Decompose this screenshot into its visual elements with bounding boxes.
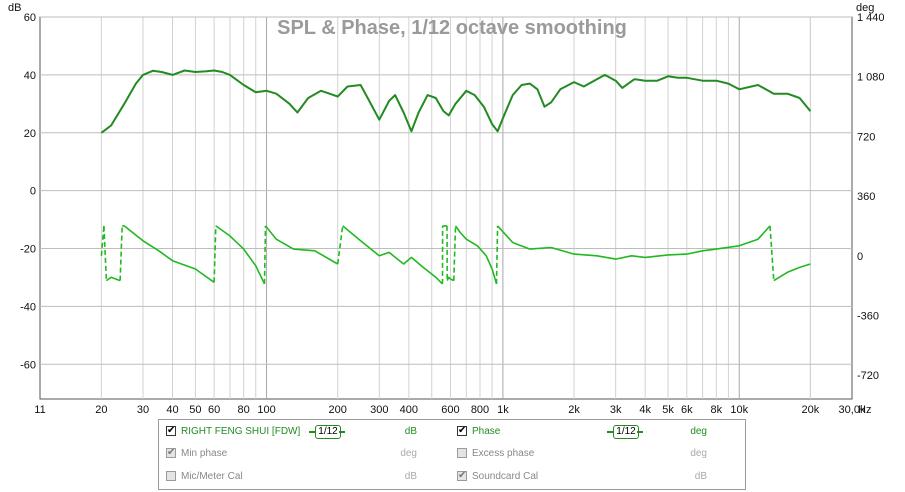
- right-axis-unit: deg: [856, 2, 874, 14]
- x-tick-label: 5k: [662, 404, 674, 416]
- y-left-tick-label: 40: [24, 70, 36, 82]
- left-axis-unit: dB: [8, 2, 21, 14]
- legend-unit: dB: [404, 471, 417, 482]
- series-layer: [100, 69, 812, 285]
- legend-unit: deg: [690, 426, 707, 437]
- x-axis-ticks: 11 20 30 40 50 60 80 100 200 300 400 600 800 1k 2k 3k 4k…: [34, 404, 866, 416]
- legend-unit: deg: [690, 448, 707, 459]
- x-tick-label: 30,0k: [839, 404, 866, 416]
- legend-label: Soundcard Cal: [472, 471, 539, 482]
- x-tick-label: 40: [166, 404, 178, 416]
- x-tick-label: 8k: [711, 404, 723, 416]
- legend-label: Phase: [472, 426, 501, 437]
- spl-series-line: [100, 69, 812, 134]
- smoothing-value: 1/12: [613, 425, 639, 439]
- legend-checkbox[interactable]: ✔: [457, 425, 467, 436]
- legend-row: ✔ RIGHT FENG SHUI [FDW] 1/12 dB ✔ Phase 1/12 de…: [159, 423, 745, 443]
- x-tick-label: 100: [257, 404, 275, 416]
- x-tick-label: 11: [34, 404, 45, 416]
- x-tick-label: 50: [189, 404, 201, 416]
- legend-checkbox[interactable]: ✔: [166, 447, 176, 458]
- x-tick-label: 20k: [802, 404, 820, 416]
- y-right-tick-label: -360: [857, 310, 879, 322]
- y-left-tick-label: 20: [24, 128, 36, 140]
- x-tick-label: 300: [370, 404, 388, 416]
- smoothing-line-left: [309, 431, 315, 433]
- legend-checkbox[interactable]: ✔: [166, 425, 176, 436]
- legend-panel: ✔ RIGHT FENG SHUI [FDW] 1/12 dB ✔ Phase 1/12 de…: [158, 419, 746, 490]
- y-left-tick-label: -60: [20, 359, 36, 371]
- x-axis-unit: Hz: [858, 404, 871, 416]
- phase-wrap-dashes: [100, 225, 775, 284]
- y-left-tick-label: -20: [20, 244, 36, 256]
- legend-checkbox[interactable]: [457, 448, 467, 458]
- y-right-tick-label: 360: [857, 191, 875, 203]
- phase-series-line: [105, 225, 811, 285]
- plot-area: [39, 16, 853, 400]
- smoothing-value: 1/12: [315, 425, 341, 439]
- y-left-tick-label: 0: [30, 186, 36, 198]
- chart-title: SPL & Phase, 1/12 octave smoothing: [277, 17, 627, 39]
- smoothing-line-right: [339, 431, 345, 433]
- legend-checkbox[interactable]: [166, 471, 176, 481]
- smoothing-line-left: [607, 431, 613, 433]
- y-right-tick-label: -720: [857, 370, 879, 382]
- left-axis-ticks: 60 40 20 0 -20 -40 -60: [20, 12, 36, 371]
- legend-row: Mic/Meter Cal dB ✔ Soundcard Cal dB: [159, 468, 745, 488]
- smoothing-selector[interactable]: 1/12: [607, 425, 643, 439]
- legend-label: Excess phase: [472, 448, 535, 459]
- legend-label: Mic/Meter Cal: [181, 471, 243, 482]
- x-tick-label: 3k: [610, 404, 622, 416]
- x-tick-label: 30: [137, 404, 149, 416]
- x-tick-label: 10k: [730, 404, 748, 416]
- smoothing-selector[interactable]: 1/12: [309, 425, 345, 439]
- y-right-tick-label: 0: [857, 251, 863, 263]
- y-right-tick-label: 1 440: [857, 12, 885, 24]
- x-tick-label: 200: [329, 404, 347, 416]
- legend-checkbox[interactable]: ✔: [457, 470, 467, 481]
- x-tick-label: 20: [95, 404, 107, 416]
- x-tick-label: 800: [471, 404, 489, 416]
- x-tick-label: 2k: [568, 404, 580, 416]
- legend-label: RIGHT FENG SHUI [FDW]: [181, 426, 301, 437]
- x-tick-label: 4k: [639, 404, 651, 416]
- x-tick-label: 60: [208, 404, 220, 416]
- y-right-tick-label: 720: [857, 131, 875, 143]
- x-gridlines: [100, 17, 811, 399]
- x-tick-label: 1k: [497, 404, 509, 416]
- legend-unit: dB: [404, 426, 417, 437]
- y-right-tick-label: 1 080: [857, 72, 885, 84]
- x-tick-label: 600: [441, 404, 459, 416]
- x-tick-label: 6k: [681, 404, 693, 416]
- legend-row: ✔ Min phase deg Excess phase deg: [159, 445, 745, 465]
- y-left-tick-label: -40: [20, 301, 36, 313]
- legend-unit: deg: [400, 448, 417, 459]
- y-left-tick-label: 60: [24, 12, 36, 24]
- smoothing-line-right: [637, 431, 643, 433]
- x-tick-label: 400: [400, 404, 418, 416]
- x-tick-label: 80: [238, 404, 250, 416]
- right-axis-ticks: 1 440 1 080 720 360 0 -360 -720: [857, 12, 885, 382]
- legend-label: Min phase: [181, 448, 228, 459]
- legend-unit: dB: [694, 471, 707, 482]
